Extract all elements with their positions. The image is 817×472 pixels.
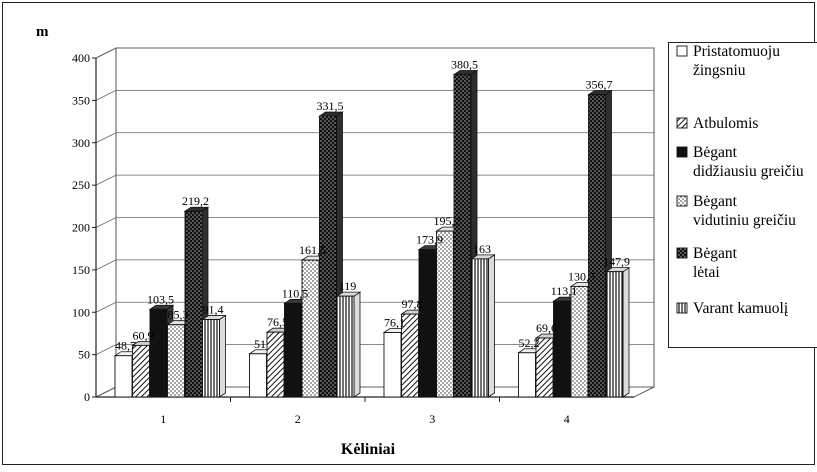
y-tick-label: 350: [72, 93, 90, 107]
bar: [606, 268, 629, 397]
y-tick-label: 200: [72, 221, 90, 235]
data-label: 69,6: [536, 321, 557, 335]
y-axis-label: m: [36, 24, 49, 40]
data-label: 173,9: [416, 233, 443, 247]
legend-label: Bėgant: [693, 144, 738, 161]
data-label: 91,4: [203, 303, 224, 317]
x-tick-label: 4: [564, 412, 570, 426]
data-label: 113,1: [551, 284, 578, 298]
legend-swatch: [677, 303, 687, 313]
y-tick-label: 0: [84, 390, 90, 404]
legend-label: Atbulomis: [693, 115, 758, 132]
legend-swatch: [677, 118, 687, 128]
bar: [472, 255, 495, 397]
legend-label: žingsniu: [693, 62, 746, 79]
data-label: 147,9: [603, 255, 630, 269]
y-tick-label: 400: [72, 51, 90, 65]
data-label: 52,2: [519, 336, 540, 350]
x-tick-label: 3: [429, 412, 435, 426]
legend-label: Bėgant: [693, 245, 738, 262]
x-tick-label: 1: [160, 412, 166, 426]
data-label: 110,5: [282, 286, 309, 300]
legend-label: vidutiniu greičiu: [693, 212, 796, 229]
data-label: 331,5: [317, 99, 344, 113]
x-axis-label: Kėliniai: [341, 441, 396, 458]
legend-label: Pristatomuoju: [693, 43, 780, 60]
data-label: 163: [473, 242, 491, 256]
legend-swatch: [677, 46, 687, 56]
legend-swatch: [677, 196, 687, 206]
legend-swatch: [677, 147, 687, 157]
data-label: 130,5: [568, 269, 595, 283]
y-tick-label: 100: [72, 305, 90, 319]
legend-label: Bėgant: [693, 193, 738, 210]
data-label: 76,1: [384, 316, 405, 330]
data-label: 97,8: [402, 297, 423, 311]
data-label: 103,5: [147, 292, 174, 306]
data-label: 76,5: [267, 315, 288, 329]
data-label: 60,9: [133, 328, 154, 342]
data-label: 85,3: [168, 308, 189, 322]
data-label: 119: [339, 279, 357, 293]
bar: [337, 292, 360, 397]
legend-item: Varant kamuolį: [677, 300, 789, 317]
legend-swatch: [677, 248, 687, 258]
data-label: 219,2: [182, 194, 209, 208]
legend-label: didžiausiu greičiu: [693, 163, 804, 180]
data-label: 380,5: [451, 58, 478, 72]
data-label: 356,7: [586, 78, 613, 92]
legend-label: Varant kamuolį: [693, 300, 789, 317]
data-label: 161,5: [299, 243, 326, 257]
x-tick-label: 2: [295, 412, 301, 426]
y-tick-label: 50: [78, 348, 90, 362]
bar: [203, 316, 226, 397]
y-tick-label: 300: [72, 136, 90, 150]
legend-label: lėtai: [693, 264, 720, 281]
data-label: 51: [254, 337, 266, 351]
data-label: 195,7: [434, 214, 461, 228]
y-tick-label: 250: [72, 178, 90, 192]
y-tick-label: 150: [72, 263, 90, 277]
